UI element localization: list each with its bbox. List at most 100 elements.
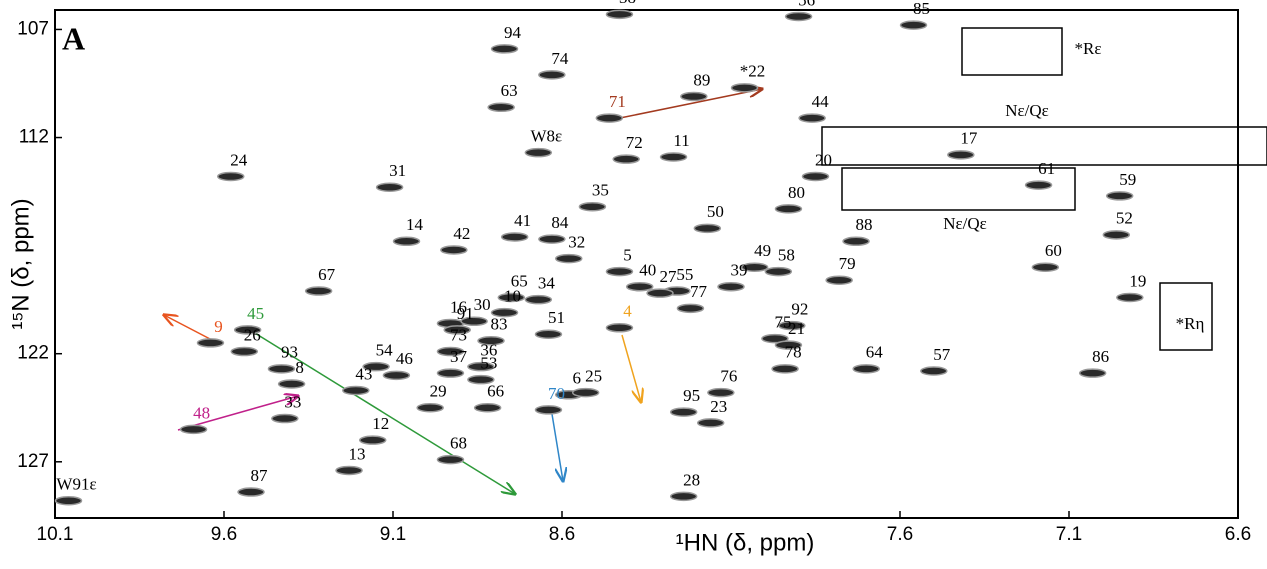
peak-label: 29 [430, 382, 447, 401]
arrow [249, 329, 515, 494]
peak [778, 320, 806, 331]
peak-label: W8ε [530, 127, 562, 146]
peak [784, 11, 813, 22]
peak-label: 54 [376, 341, 394, 360]
peak [899, 20, 928, 30]
peak-label: 44 [812, 92, 830, 111]
peak [625, 281, 654, 292]
peak-label: 61 [1038, 159, 1055, 178]
peak [342, 385, 370, 396]
peak-label: 76 [720, 367, 737, 386]
peak [825, 275, 853, 285]
peak [335, 465, 363, 476]
peak [467, 374, 495, 385]
peak-label: 53 [480, 354, 497, 373]
x-tick-label: 9.6 [211, 524, 237, 545]
annotation: Nε/Qε [943, 214, 987, 233]
annotation-box [821, 126, 1267, 166]
annotation: *Rε [1075, 39, 1102, 58]
peak-label: 10 [504, 287, 521, 306]
boxes [821, 27, 1267, 351]
peak-label: 13 [349, 444, 366, 463]
peak [436, 368, 465, 378]
peak [676, 303, 705, 314]
peak-label: 87 [251, 466, 269, 485]
peak [947, 150, 975, 160]
peak-label: *22 [740, 62, 766, 81]
peak-label: 86 [1092, 347, 1109, 366]
annotation: Nε/Qε [1005, 101, 1049, 120]
peak [362, 361, 390, 372]
peak-label: 42 [453, 224, 470, 243]
peak [920, 366, 948, 376]
peak-label: 49 [754, 241, 771, 260]
plot-frame [54, 9, 1239, 519]
peak-label: 92 [791, 300, 808, 319]
peak [774, 204, 803, 214]
peak-label: 5 [623, 245, 632, 264]
peak-label: 11 [673, 131, 689, 150]
peak-label: 20 [815, 150, 832, 169]
peak [730, 83, 759, 93]
peak [659, 152, 688, 162]
peak [534, 405, 563, 415]
peak-label: 72 [626, 133, 643, 152]
peak-label: 33 [284, 392, 301, 411]
y-tick-label: 127 [17, 451, 49, 472]
peak [230, 346, 259, 357]
arrow [550, 407, 563, 481]
peak-label: 80 [788, 183, 805, 202]
x-tick-label: 9.1 [380, 524, 406, 545]
arrow [619, 89, 762, 119]
peak [304, 286, 333, 296]
peak-label: 64 [866, 343, 884, 362]
peak [842, 236, 870, 247]
peak-label: 14 [406, 215, 424, 234]
peak-label: 70 [548, 384, 565, 403]
peak-label: 58 [778, 245, 795, 264]
peak-label: 16 [450, 297, 467, 316]
peak [524, 294, 553, 305]
peak-label: 66 [487, 382, 504, 401]
peak-label: 35 [592, 181, 609, 200]
peak-label: 88 [856, 215, 873, 234]
peak-label: 26 [244, 325, 261, 344]
peak-label: 85 [913, 0, 930, 18]
peak [669, 491, 698, 502]
y-tick-label: 112 [19, 127, 49, 148]
peak [1102, 230, 1131, 240]
peak [271, 413, 299, 424]
peak [717, 281, 745, 292]
x-tick-label: 7.6 [887, 524, 913, 545]
annotation-box [841, 167, 1076, 211]
peak [436, 346, 465, 357]
peak [771, 364, 799, 374]
peak [460, 316, 488, 327]
peak [538, 70, 566, 80]
peak-label: 57 [933, 345, 951, 364]
peak-label: 52 [1116, 209, 1133, 228]
peak-label: 65 [511, 271, 528, 290]
peak [473, 403, 502, 413]
peak-label: 40 [639, 261, 656, 280]
y-tick-label: 122 [17, 343, 49, 364]
peak [605, 323, 634, 333]
peak-label: 95 [683, 386, 700, 405]
peak-label: W91ε [56, 475, 96, 494]
y-axis-title: ¹⁵N (δ, ppm) [7, 198, 34, 329]
peak [440, 245, 468, 255]
peak-label: 55 [676, 265, 693, 284]
peak-label: 83 [491, 315, 508, 334]
peak-label: 6 [573, 369, 582, 388]
peak [1078, 368, 1107, 378]
y-tick-label: 107 [17, 18, 49, 39]
peak [555, 253, 583, 264]
peak-label: 74 [551, 49, 569, 68]
peak [382, 370, 411, 381]
peak-label: 19 [1129, 271, 1146, 290]
x-tick-label: 7.1 [1056, 524, 1082, 545]
peak [538, 234, 566, 244]
peak [436, 454, 465, 465]
peak-label: 79 [839, 254, 856, 273]
peak-label: 75 [774, 312, 791, 331]
